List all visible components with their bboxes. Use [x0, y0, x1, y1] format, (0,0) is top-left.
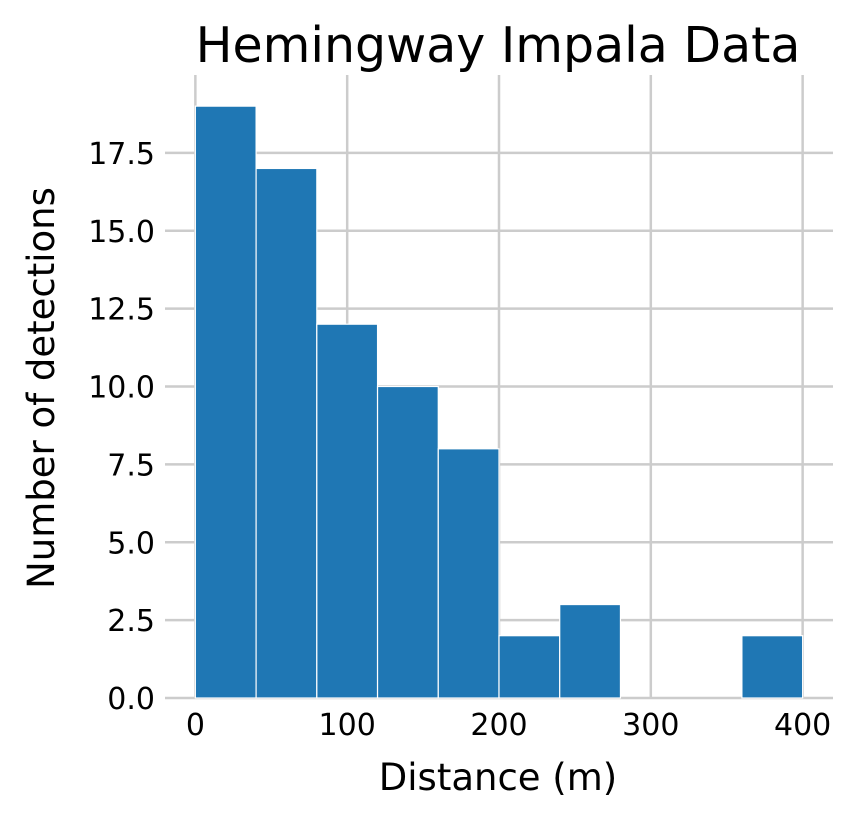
histogram-bar — [498, 635, 561, 699]
y-tick-label: 10.0 — [88, 371, 155, 406]
y-tick-label: 12.5 — [88, 293, 155, 328]
histogram-bar — [559, 603, 622, 699]
x-tick-label: 0 — [186, 708, 205, 743]
histogram-bar — [194, 105, 257, 699]
x-tick-labels: 0 100 200 300 400 — [186, 708, 831, 743]
histogram-bar — [255, 167, 318, 699]
histogram-bar — [316, 323, 379, 699]
y-tick-label: 5.0 — [107, 526, 155, 561]
histogram-bar — [437, 448, 500, 699]
histogram-bar — [741, 635, 804, 699]
y-axis-label: Number of detections — [20, 187, 63, 589]
histogram-bar — [376, 385, 439, 699]
y-tick-labels: 0.0 2.5 5.0 7.5 10.0 12.5 15.0 17.5 — [88, 137, 155, 717]
x-tick-label: 100 — [319, 708, 376, 743]
y-tick-label: 0.0 — [107, 682, 155, 717]
y-tick-label: 15.0 — [88, 215, 155, 250]
x-tick-label: 300 — [622, 708, 679, 743]
chart-title: Hemingway Impala Data — [196, 17, 801, 74]
x-tick-label: 200 — [470, 708, 527, 743]
x-axis-label: Distance (m) — [379, 756, 617, 799]
y-tick-label: 17.5 — [88, 137, 155, 172]
y-tick-label: 2.5 — [107, 604, 155, 639]
y-tick-label: 7.5 — [107, 448, 155, 483]
x-tick-label: 400 — [774, 708, 831, 743]
bars — [194, 105, 804, 699]
